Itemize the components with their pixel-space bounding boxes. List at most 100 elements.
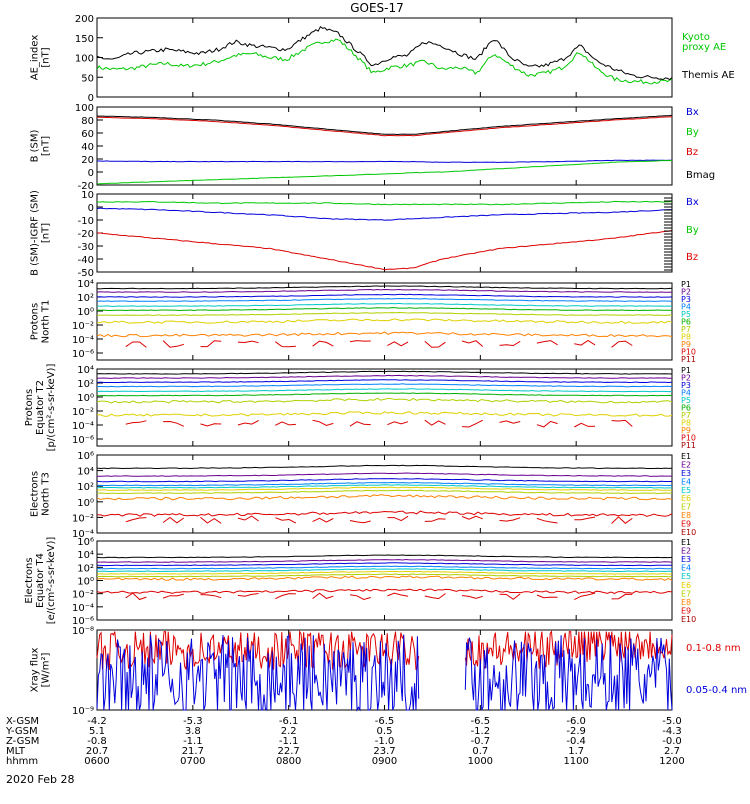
- x-axis-row-label-hhmm: hhmm: [6, 756, 38, 767]
- panel-pn: Protons North T1 10⁻⁶ 10⁻⁴ 10⁻² 10⁰ 10² 10⁴ P1P2…: [30, 279, 697, 364]
- x-axis-value: -1.0: [375, 736, 395, 747]
- flux-line-p5: [96, 302, 673, 307]
- y-tick-label: 10⁰: [77, 307, 94, 318]
- y-tick-label: -20: [78, 229, 94, 240]
- y-tick-label: 10⁰: [77, 577, 94, 588]
- y-axis-label-5-1: North T3: [41, 472, 52, 516]
- x-axis-value: -6.5: [375, 716, 395, 727]
- panel-frame-5: [96, 454, 673, 534]
- flux-fragment: [200, 594, 222, 599]
- y-tick-label: 10⁻⁶: [72, 349, 94, 360]
- flux-fragment: [536, 340, 558, 346]
- legend-kyoto-proxy-ae: proxy AE: [682, 42, 726, 53]
- flux-fragment: [424, 340, 446, 348]
- y-axis-label-4-1: Equator T2: [35, 380, 46, 435]
- x-axis-row-label-z-gsm: Z-GSM: [6, 736, 39, 747]
- flux-line-p8: [96, 318, 673, 324]
- y-tick-label: 50: [81, 73, 94, 84]
- plot-title: GOES-17: [350, 1, 404, 15]
- y-tick-label: -20: [78, 181, 94, 192]
- flux-line-p4: [97, 383, 673, 388]
- x-axis-value: 5.1: [89, 726, 105, 737]
- channel-label-e1: E1: [681, 538, 691, 547]
- flux-fragment: [499, 517, 521, 522]
- flux-fragment: [462, 595, 483, 599]
- x-axis-value: -1.1: [183, 736, 203, 747]
- xray-line-short: [464, 635, 673, 711]
- channel-label-e8: E8: [681, 598, 691, 607]
- y-axis-label-3-0: Protons: [30, 303, 41, 340]
- channel-label-p2: P2: [681, 288, 691, 297]
- channel-label-e6: E6: [681, 494, 691, 503]
- flux-line-e1: [96, 554, 673, 559]
- x-axis-value: 0600: [84, 756, 109, 767]
- flux-fragment: [162, 340, 184, 348]
- channel-label-e1: E1: [681, 452, 691, 461]
- series-line-bx: [96, 207, 673, 221]
- flux-line-p7: [96, 311, 673, 317]
- flux-line-e2: [97, 472, 672, 477]
- xray-line-long: [464, 630, 673, 670]
- flux-fragment: [574, 339, 596, 346]
- y-tick-label: 10²: [77, 563, 94, 574]
- x-axis-value: 1200: [659, 756, 684, 767]
- y-tick-label: 10⁴: [77, 365, 94, 376]
- flux-fragment: [536, 517, 558, 524]
- y-tick-label: 10⁻⁹: [72, 706, 94, 717]
- x-axis-value: 1.7: [568, 746, 584, 757]
- flux-fragment: [349, 421, 371, 427]
- flux-fragment: [387, 515, 409, 522]
- flux-line-e8: [96, 494, 673, 501]
- x-axis-value: -5.0: [662, 716, 682, 727]
- channel-label-p11: P11: [681, 441, 696, 450]
- channel-label-e7: E7: [681, 589, 691, 598]
- y-tick-label: 10⁻²: [72, 513, 94, 524]
- x-axis-value: -0.4: [566, 736, 586, 747]
- y-tick-label: 100: [75, 103, 94, 114]
- x-axis-value: 22.7: [278, 746, 300, 757]
- legend-bz: Bz: [686, 252, 698, 263]
- channel-label-p7: P7: [681, 325, 691, 334]
- flux-line-p9: [96, 331, 673, 338]
- x-axis-value: 1000: [468, 756, 493, 767]
- channel-label-e5: E5: [681, 486, 691, 495]
- channel-label-p5: P5: [681, 396, 691, 405]
- flux-fragment: [611, 340, 633, 348]
- y-tick-label: -50: [78, 268, 94, 279]
- channel-label-p10: P10: [681, 434, 696, 443]
- legend-bz: Bz: [686, 147, 698, 158]
- x-axis-value: -4.2: [87, 716, 107, 727]
- channel-label-e9: E9: [681, 520, 691, 529]
- y-tick-label: 10⁴: [77, 467, 94, 478]
- x-axis-value: -6.5: [471, 716, 491, 727]
- x-axis-value: 20.7: [86, 746, 108, 757]
- flux-line-e6: [97, 570, 673, 575]
- flux-line-p2: [96, 288, 673, 293]
- panel-bigrf: B (SM)-IGRF (SM) [nT] -50 -40 -30 -20 -10 0 10 Bx…: [30, 190, 699, 279]
- channel-label-p3: P3: [681, 295, 691, 304]
- flux-fragment: [125, 341, 147, 348]
- flux-fragment: [611, 593, 633, 600]
- flux-fragment: [424, 518, 446, 522]
- y-axis-label-4-2: [p/(cm²-s-sr-keV)]: [46, 364, 57, 452]
- flux-fragment: [162, 516, 185, 524]
- channel-label-e8: E8: [681, 511, 691, 520]
- panel-frame-4: [96, 368, 673, 447]
- flux-fragment: [275, 517, 297, 524]
- x-axis-value: 3.8: [185, 726, 201, 737]
- y-tick-label: 10²: [77, 482, 94, 493]
- y-axis-label-6-1: Equator T4: [35, 553, 46, 608]
- flux-fragment: [611, 419, 633, 427]
- y-axis-label-7-1: [W/m²]: [41, 652, 52, 687]
- series-line-bx: [97, 159, 673, 163]
- y-tick-label: 0: [88, 203, 94, 214]
- y-tick-label: 10⁻²: [72, 407, 94, 418]
- flux-fragment: [162, 593, 184, 599]
- x-axis-row-label-mlt: MLT: [6, 746, 26, 757]
- y-tick-label: 10⁰: [77, 498, 94, 509]
- channel-label-p9: P9: [681, 340, 691, 349]
- flux-fragment: [275, 593, 296, 600]
